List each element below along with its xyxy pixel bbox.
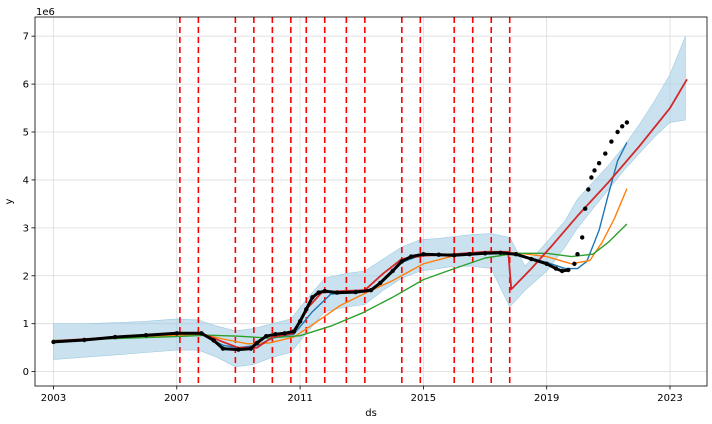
y-tick-label: 7 (23, 32, 29, 43)
actual-data-point (408, 254, 414, 259)
actual-data-point (199, 331, 204, 336)
actual-data-point (368, 288, 374, 293)
actual-data-point (399, 259, 404, 264)
actual-data-point (572, 261, 577, 266)
actual-data-point (304, 307, 309, 312)
actual-data-point (592, 168, 597, 173)
actual-data-point (583, 206, 588, 211)
actual-data-point (620, 124, 625, 129)
actual-data-point (248, 346, 253, 351)
actual-data-point (529, 256, 534, 262)
actual-data-point (322, 288, 327, 294)
actual-data-point (421, 252, 426, 257)
actual-data-point (254, 340, 260, 346)
x-tick-label: 2011 (287, 393, 312, 404)
actual-data-point (467, 252, 472, 257)
actual-data-point (220, 346, 226, 351)
actual-data-point (566, 267, 571, 273)
x-tick-label: 2003 (41, 393, 66, 404)
actual-data-point (452, 253, 457, 258)
actual-data-point (615, 129, 620, 135)
x-tick-label: 2019 (534, 393, 559, 404)
actual-data-point (143, 333, 149, 338)
y-tick-label: 6 (23, 80, 29, 91)
actual-data-point (316, 290, 321, 295)
actual-data-point (310, 295, 315, 300)
actual-data-point (586, 187, 591, 192)
actual-data-point (211, 338, 216, 343)
actual-data-point (596, 161, 602, 166)
actual-data-point (589, 175, 594, 180)
actual-data-point (236, 347, 241, 352)
y-tick-label: 0 (23, 367, 29, 378)
actual-data-point (498, 250, 503, 255)
x-axis-label: ds (365, 408, 377, 419)
y-offset-label: 1e6 (36, 7, 55, 18)
actual-data-point (273, 332, 278, 337)
actual-data-point (482, 251, 488, 256)
orange-series-line (53, 188, 628, 345)
plot-frame (34, 16, 708, 387)
actual-data-point (603, 151, 608, 156)
actual-data-point (82, 337, 87, 343)
actual-data-point (291, 329, 297, 334)
y-tick-label: 3 (23, 223, 29, 234)
actual-data-point (609, 139, 614, 144)
actual-data-point (624, 120, 630, 125)
actual-data-point (174, 331, 179, 336)
uncertainty-band (53, 36, 686, 368)
actual-data-point (297, 319, 303, 324)
actual-data-point (553, 266, 559, 271)
changepoint-lines (179, 17, 511, 386)
actual-data-point (112, 334, 118, 340)
actual-data-point (513, 252, 519, 257)
x-tick-label: 2007 (164, 393, 189, 404)
actual-data-point (544, 261, 549, 266)
actual-data-point (559, 268, 565, 274)
x-tick-label: 2023 (657, 393, 682, 404)
y-tick-label: 1 (23, 319, 29, 330)
actual-data-point (436, 252, 441, 257)
actual-data-points (51, 120, 630, 352)
y-tick-label: 2 (23, 271, 29, 282)
x-tick-label: 2015 (411, 393, 436, 404)
uncertainty-area (53, 36, 686, 368)
actual-data-point (378, 280, 383, 286)
y-tick-label: 5 (23, 128, 29, 139)
actual-data-point (575, 252, 580, 257)
actual-data-point (353, 289, 358, 295)
actual-data-point (390, 268, 395, 274)
actual-data-point (580, 235, 585, 240)
y-tick-label: 4 (23, 175, 29, 186)
actual-data-point (282, 331, 287, 336)
actual-data-point (264, 334, 269, 339)
actual-data-point (51, 339, 56, 345)
actual-data-point (334, 290, 340, 295)
red-trend-line (53, 78, 688, 349)
y-axis-label: y (4, 198, 15, 204)
axis-ticks: 2003 2007 2011 2015 2019 2023 0 1 2 3 4 5 6 7 (23, 32, 683, 404)
